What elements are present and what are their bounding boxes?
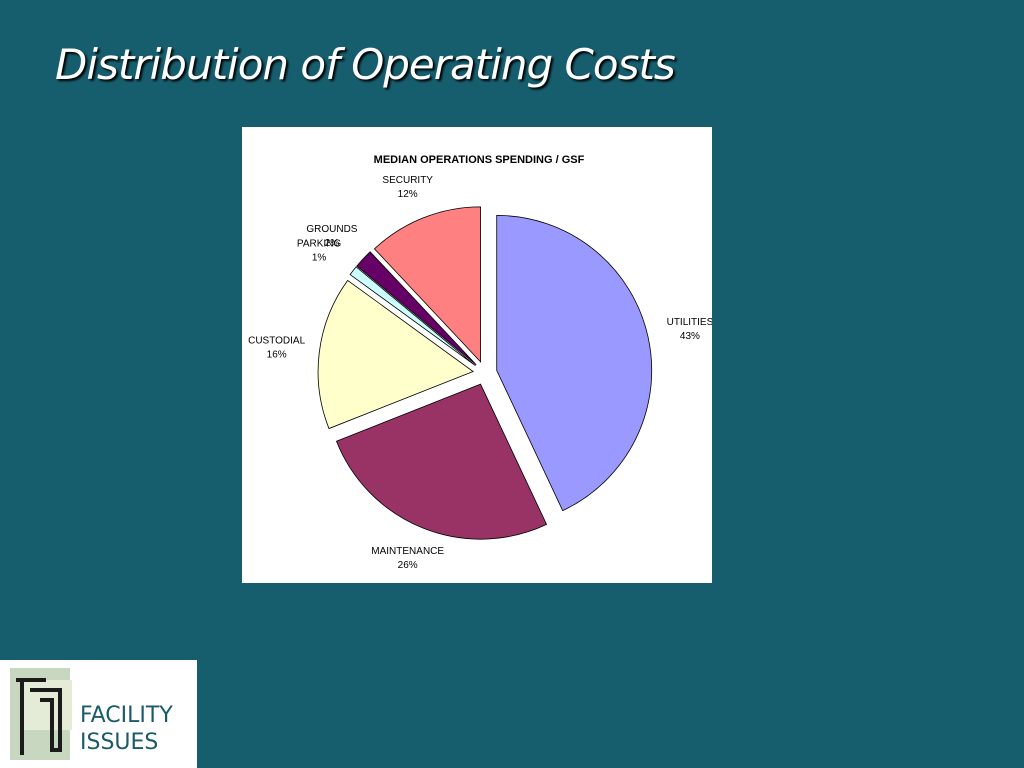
- slice-label: UTILITIES: [667, 317, 712, 328]
- slice-label: MAINTENANCE: [371, 546, 444, 557]
- slice-label: GROUNDS: [306, 224, 357, 235]
- slice-value-label: 43%: [680, 331, 700, 342]
- pie-slice: [317, 279, 474, 430]
- logo-icon: [16, 678, 62, 755]
- pie-slice: [335, 383, 548, 540]
- slice-label: SECURITY: [382, 175, 433, 186]
- slice-label: PARKING: [297, 238, 341, 249]
- slice-value-label: 16%: [267, 350, 287, 361]
- pie-slice: [496, 214, 653, 512]
- logo-bg: [22, 680, 72, 730]
- logo: FACILITY ISSUES: [0, 660, 197, 768]
- slice-value-label: 26%: [398, 560, 418, 571]
- slide-title: Distribution of Operating Costs: [55, 40, 676, 89]
- logo-text: ISSUES: [80, 730, 158, 755]
- chart-title: MEDIAN OPERATIONS SPENDING / GSF: [374, 154, 585, 166]
- slice-value-label: 1%: [312, 252, 327, 263]
- slice-value-label: 12%: [398, 189, 418, 200]
- logo-text: FACILITY: [80, 703, 173, 728]
- chart: MEDIAN OPERATIONS SPENDING / GSF UTILITI…: [242, 127, 712, 583]
- slice-label: CUSTODIAL: [248, 336, 305, 347]
- pie-slice: [373, 206, 481, 363]
- pie-slice: [349, 266, 476, 366]
- slice-value-label: 2%: [325, 238, 340, 249]
- pie-slice: [356, 251, 477, 366]
